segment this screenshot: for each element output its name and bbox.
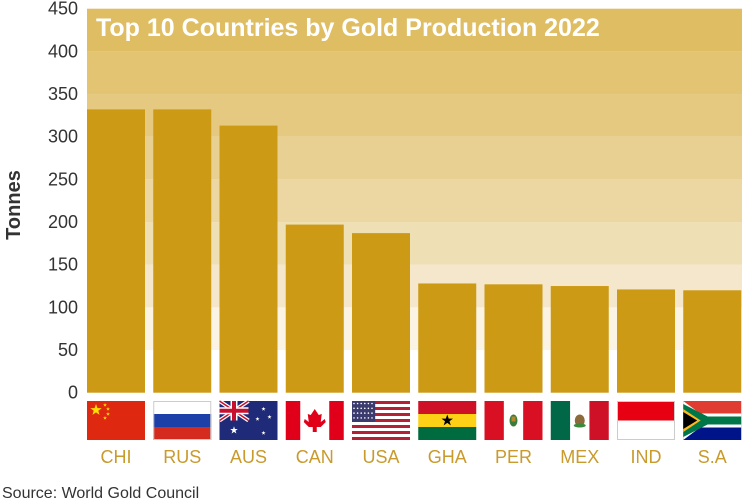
x-tick-label: MEX [560, 447, 599, 467]
x-tick-label: RUS [163, 447, 201, 467]
bar-chi [87, 109, 145, 393]
y-axis-ticks: 0 50 100 150 200 250 300 350 400 450 [48, 0, 78, 403]
y-tick-label: 0 [68, 383, 78, 403]
south-africa-flag-icon [683, 401, 742, 440]
bar-mex [550, 286, 609, 393]
x-tick-label: USA [362, 447, 399, 467]
x-tick-label: PER [495, 447, 532, 467]
y-axis-label: Tonnes [3, 170, 25, 240]
y-tick-label: 150 [48, 255, 78, 275]
x-tick-label: S.A [698, 447, 727, 467]
x-tick-label: CAN [296, 447, 334, 467]
bar-rus [153, 109, 212, 393]
x-tick-label: GHA [428, 447, 467, 467]
chart-title: Top 10 Countries by Gold Production 2022 [96, 14, 600, 42]
bar-ind [617, 289, 675, 393]
bar-can [285, 224, 344, 393]
bar-usa [352, 233, 410, 393]
australia-flag-icon [218, 399, 278, 440]
ghana-flag-icon [418, 401, 477, 440]
x-axis-labels: CHI RUS AUS CAN USA GHA PER MEX IND S.A [101, 447, 727, 467]
y-tick-label: 300 [48, 127, 78, 147]
x-tick-label: CHI [101, 447, 132, 467]
mexico-flag-icon [550, 401, 609, 440]
flags [87, 399, 742, 440]
grid-band [87, 8, 742, 52]
usa-flag-icon [352, 401, 410, 440]
source-note: Source: World Gold Council [2, 485, 199, 502]
bar-aus [219, 125, 278, 393]
y-tick-label: 100 [48, 297, 78, 317]
peru-flag-icon [484, 401, 543, 440]
china-flag-icon [87, 401, 145, 440]
bar-sa [683, 290, 742, 393]
y-tick-label: 50 [58, 340, 78, 360]
russia-flag-icon [153, 401, 212, 440]
x-tick-label: AUS [230, 447, 267, 467]
grid-band [87, 51, 742, 95]
bar-per [484, 284, 543, 393]
bar-gha [418, 283, 477, 393]
y-tick-label: 250 [48, 169, 78, 189]
y-tick-label: 450 [48, 0, 78, 19]
canada-flag-icon [285, 401, 344, 440]
y-tick-label: 400 [48, 41, 78, 61]
y-tick-label: 200 [48, 212, 78, 232]
y-tick-label: 350 [48, 84, 78, 104]
bars [87, 109, 742, 393]
x-tick-label: IND [631, 447, 662, 467]
indonesia-flag-icon [617, 401, 675, 440]
